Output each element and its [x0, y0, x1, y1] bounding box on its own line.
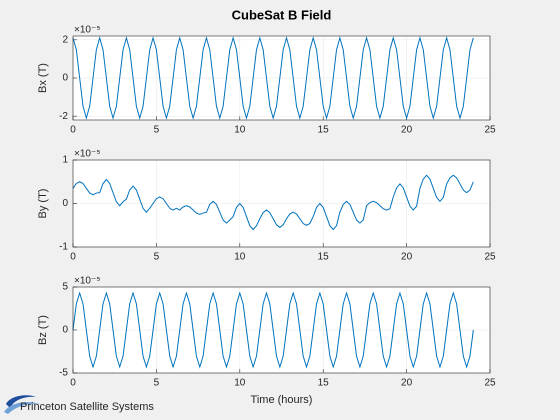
y-tick-label: 0 — [62, 325, 68, 336]
x-tick-label: 5 — [154, 252, 160, 263]
x-tick-label: 10 — [234, 125, 246, 136]
x-tick-label: 0 — [70, 125, 76, 136]
x-tick-label: 15 — [318, 378, 330, 389]
chart-title: CubeSat B Field — [232, 7, 332, 22]
y-axis-label: Bz (T) — [37, 315, 49, 345]
x-tick-label: 20 — [401, 378, 413, 389]
x-tick-label: 5 — [154, 125, 160, 136]
axes-box — [72, 159, 491, 248]
y-tick-label: -2 — [59, 111, 68, 122]
y-tick-label: 2 — [62, 34, 68, 45]
x-tick-label: 25 — [484, 125, 496, 136]
x-tick-label: 10 — [234, 252, 246, 263]
y-tick-label: 5 — [62, 282, 68, 293]
x-tick-label: 0 — [70, 252, 76, 263]
y-tick-label: 0 — [62, 73, 68, 84]
exponent-label: ×10⁻⁵ — [74, 25, 100, 36]
logo — [4, 395, 40, 414]
y-tick-label: 0 — [62, 198, 68, 209]
y-axis-label: Bx (T) — [37, 63, 49, 93]
data-line — [72, 174, 474, 231]
x-tick-label: 20 — [401, 125, 413, 136]
y-tick-label: -1 — [59, 242, 68, 253]
x-tick-label: 15 — [318, 252, 330, 263]
data-line — [72, 36, 474, 120]
y-tick-label: 1 — [62, 155, 68, 166]
x-tick-label: 25 — [484, 378, 496, 389]
x-tick-label: 5 — [154, 378, 160, 389]
exponent-label: ×10⁻⁵ — [74, 149, 100, 160]
x-tick-label: 0 — [70, 378, 76, 389]
x-tick-label: 25 — [484, 252, 496, 263]
x-tick-label: 10 — [234, 378, 246, 389]
x-axis-label: Time (hours) — [251, 394, 313, 406]
data-line — [72, 291, 474, 369]
logo-swoosh — [4, 402, 40, 414]
y-axis-label: By (T) — [37, 189, 49, 219]
axes-box — [72, 286, 491, 374]
exponent-label: ×10⁻⁵ — [74, 276, 100, 287]
footer-text: Princeton Satellite Systems — [20, 401, 154, 413]
x-tick-label: 20 — [401, 252, 413, 263]
axes-box — [72, 35, 491, 121]
x-tick-label: 15 — [318, 125, 330, 136]
y-tick-label: -5 — [59, 368, 68, 379]
logo-swoosh — [6, 395, 36, 408]
